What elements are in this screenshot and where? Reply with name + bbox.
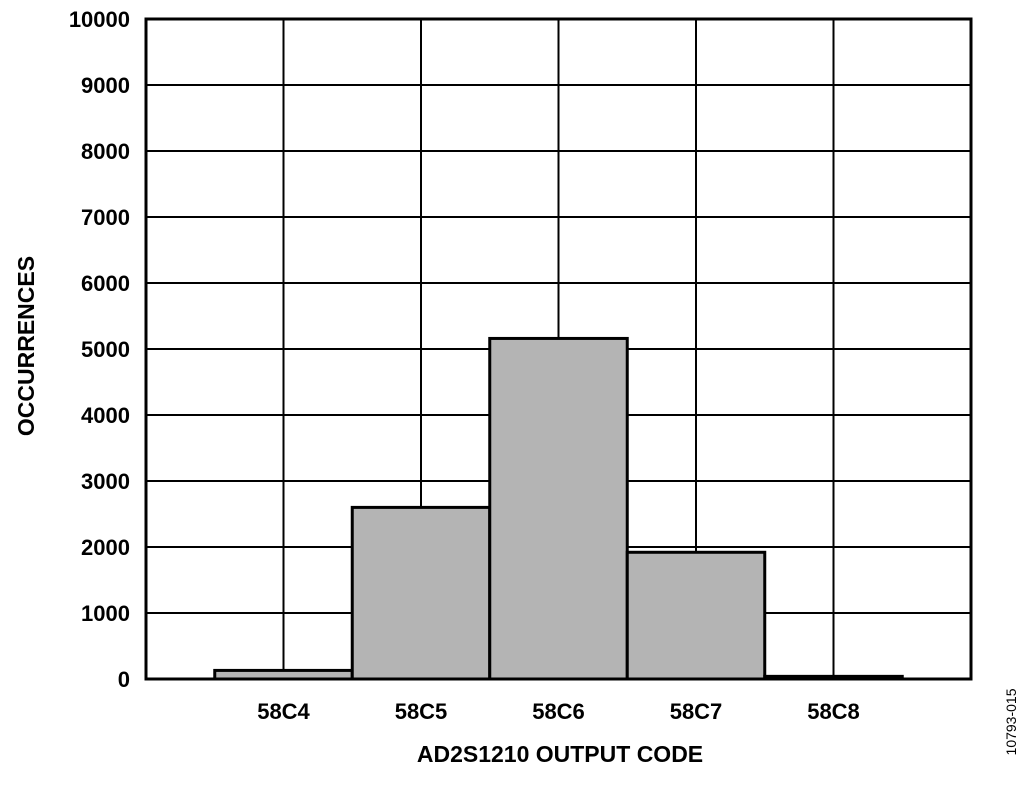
x-tick-label: 58C8 [807,699,860,724]
y-tick-label: 10000 [69,7,130,32]
x-tick-label: 58C7 [670,699,723,724]
y-tick-label: 3000 [81,469,130,494]
x-tick-label: 58C4 [257,699,310,724]
x-tick-labels: 58C4 58C5 58C6 58C7 58C8 [257,699,860,724]
x-axis-title: AD2S1210 OUTPUT CODE [417,741,703,767]
bar-58c6 [488,336,629,681]
y-tick-label: 1000 [81,601,130,626]
bar-58c5 [350,505,492,681]
bar-58c7 [625,550,767,681]
y-tick-label: 4000 [81,403,130,428]
x-tick-label: 58C5 [395,699,448,724]
plot-frame [144,17,973,681]
y-axis-title: OCCURRENCES [13,256,39,436]
y-tick-label: 8000 [81,139,130,164]
y-tick-label: 5000 [81,337,130,362]
bars [213,336,904,681]
y-tick-labels: 0 1000 2000 3000 4000 5000 6000 7000 8000 9000 100… [69,7,130,692]
figure-id: 10793-015 [1003,688,1019,755]
y-tick-label: 0 [118,667,130,692]
y-tick-label: 7000 [81,205,130,230]
x-tick-label: 58C6 [532,699,585,724]
y-tick-label: 2000 [81,535,130,560]
y-tick-label: 9000 [81,73,130,98]
y-tick-label: 6000 [81,271,130,296]
